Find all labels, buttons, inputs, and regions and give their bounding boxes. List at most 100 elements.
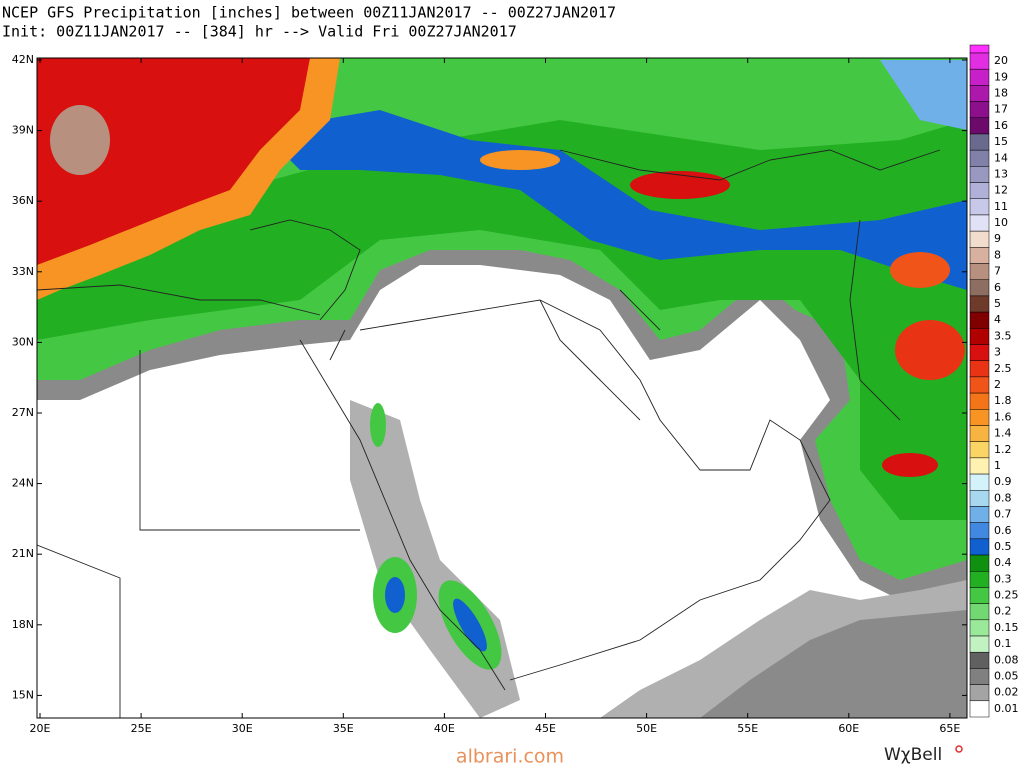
lat-label: 33N [12,265,34,278]
colorbar-label: 7 [994,265,1001,278]
colorbar-label: 4 [994,313,1001,326]
colorbar-label: 0.5 [994,540,1012,553]
brand-logo: WχBell [884,745,942,765]
lon-label: 55E [737,722,758,735]
colorbar-box [969,570,990,588]
lat-label: 42N [12,53,34,66]
colorbar-box [969,376,990,394]
colorbar-label: 0.9 [994,475,1012,488]
colorbar-box [969,279,990,297]
colorbar-box [969,68,990,86]
colorbar-box [969,473,990,491]
colorbar-box [969,668,990,685]
lon-label: 60E [838,722,859,735]
title-line-1: NCEP GFS Precipitation [inches] between … [2,4,616,22]
colorbar-box [969,247,990,264]
coastline [37,149,941,421]
colorbar-box [969,522,990,540]
lat-label: 30N [12,335,34,348]
lon-label: 40E [434,722,455,735]
colorbar-box [969,149,990,167]
colorbar-box [969,311,990,329]
colorbar-label: 0.4 [994,556,1012,569]
colorbar-box [969,490,990,507]
lon-label: 35E [333,722,354,735]
colorbar-box [969,295,990,313]
colorbar-box [969,587,990,604]
colorbar-box [969,52,990,70]
precip-area [895,320,965,380]
colorbar-box [969,425,990,442]
lon-label: 45E [535,722,556,735]
colorbar-box [969,554,990,572]
colorbar-box [969,409,990,426]
precip-area [480,150,560,170]
lat-label: 21N [12,547,34,560]
colorbar-label: 1.8 [994,394,1012,407]
colorbar-label: 15 [994,135,1008,148]
colorbar: 20 19 18 17 16 15 14 13 12 11 10 9 8 7 6 5 4 3.5 3 2.5 2 1.8 1… [969,44,1019,718]
colorbar-box [969,700,990,718]
lat-label: 39N [12,124,34,137]
colorbar-box [969,230,990,248]
precip-area [882,453,938,477]
colorbar-box [969,506,990,523]
colorbar-label: 2 [994,378,1001,391]
colorbar-label: 1.2 [994,443,1012,456]
colorbar-label: 20 [994,54,1008,67]
lon-label: 20E [30,722,51,735]
colorbar-label: 10 [994,216,1008,229]
colorbar-label: 17 [994,103,1008,116]
brand-dot [955,745,963,753]
colorbar-box [969,101,990,119]
watermark: albrari.com [456,746,564,768]
colorbar-top [969,44,990,54]
colorbar-box [969,85,990,102]
title-line-2: Init: 00Z11JAN2017 -- [384] hr --> Valid… [2,23,517,41]
colorbar-label: 9 [994,232,1001,245]
colorbar-label: 1.6 [994,410,1012,423]
colorbar-box [969,441,990,459]
precip-area [260,110,967,290]
colorbar-box [969,457,990,475]
colorbar-box [969,166,990,183]
lon-label: 30E [232,722,253,735]
colorbar-label: 0.15 [994,621,1019,634]
lon-label: 50E [636,722,657,735]
colorbar-box [969,538,990,556]
colorbar-label: 14 [994,151,1008,164]
colorbar-label: 0.8 [994,491,1012,504]
map-frame [36,57,968,719]
colorbar-box [969,619,990,637]
colorbar-box [969,263,990,280]
colorbar-label: 16 [994,119,1008,132]
lat-label: 18N [12,618,34,631]
colorbar-label: 0.3 [994,572,1012,585]
precip-area [37,58,310,265]
colorbar-label: 11 [994,200,1008,213]
precip-area [370,403,386,447]
precip-area [700,610,967,718]
colorbar-label: 5 [994,297,1001,310]
colorbar-label: 0.2 [994,605,1012,618]
colorbar-label: 0.05 [994,670,1019,683]
colorbar-box [969,344,990,361]
colorbar-box [969,117,990,135]
lat-label: 15N [12,688,34,701]
colorbar-label: 0.08 [994,653,1019,666]
colorbar-box [969,360,990,378]
colorbar-label: 1 [994,459,1001,472]
colorbar-box [969,133,990,151]
colorbar-label: 19 [994,70,1008,83]
colorbar-label: 8 [994,248,1001,261]
colorbar-box [969,603,990,621]
coastline [37,219,831,718]
colorbar-box [969,214,990,232]
lon-label: 65E [939,722,960,735]
colorbar-label: 13 [994,167,1008,180]
colorbar-label: 12 [994,184,1008,197]
colorbar-label: 0.02 [994,686,1019,699]
lat-label: 24N [12,477,34,490]
colorbar-label: 3 [994,346,1001,359]
precip-area [37,120,967,520]
